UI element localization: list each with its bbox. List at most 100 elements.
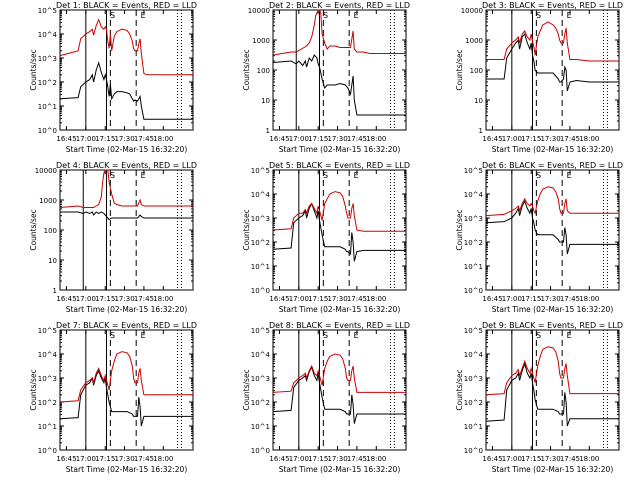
panel-title: Det 1: BLACK = Events, RED = LLD — [56, 1, 197, 10]
y-axis-label: Counts/sec — [455, 49, 464, 90]
panel-det-7: Det 7: BLACK = Events, RED = LLD 10^0 10^1… — [29, 321, 197, 474]
y-axis-label: Counts/sec — [242, 369, 251, 410]
events-series-line — [485, 199, 619, 255]
y-tick-label: 10^2 — [251, 399, 270, 407]
y-tick-label: 10 — [474, 97, 483, 105]
y-axis-label: Counts/sec — [29, 369, 38, 410]
x-tick-label: 17:45 — [134, 295, 154, 303]
plot-frame — [59, 329, 194, 451]
events-series-line — [272, 202, 406, 262]
y-tick-label: 10^1 — [464, 263, 483, 271]
x-tick-label: 17:30 — [540, 455, 560, 463]
y-tick-label: 10^2 — [251, 239, 270, 247]
y-tick-label: 10^3 — [38, 55, 57, 63]
x-tick-label: 17:45 — [134, 135, 154, 143]
y-tick-label: 10^4 — [38, 351, 58, 359]
x-tick-label: 17:15 — [95, 455, 115, 463]
x-tick-label: 17:45 — [134, 455, 154, 463]
y-axis-label: Counts/sec — [29, 209, 38, 250]
x-tick-label: 17:00 — [502, 295, 522, 303]
marker-e: E — [141, 11, 146, 20]
y-tick-label: 10000 — [461, 7, 483, 15]
x-tick-label: 17:00 — [289, 135, 309, 143]
x-tick-label: 17:15 — [521, 295, 541, 303]
y-axis-label: Counts/sec — [455, 209, 464, 250]
y-tick-label: 10^2 — [38, 79, 57, 87]
marker-s: S — [323, 331, 328, 340]
y-tick-label: 100 — [470, 67, 483, 75]
panel-det-2: Det 2: BLACK = Events, RED = LLD 1 10 100 10… — [242, 1, 410, 154]
y-tick-label: 10^3 — [464, 375, 483, 383]
y-tick-label: 10^0 — [251, 447, 270, 455]
panel-title: Det 2: BLACK = Events, RED = LLD — [269, 1, 410, 10]
y-tick-label: 100 — [44, 227, 57, 235]
lld-series-line — [485, 346, 619, 396]
y-tick-label: 10^4 — [251, 191, 271, 199]
panel-det-9: Det 9: BLACK = Events, RED = LLD 10^0 10^1… — [455, 321, 623, 474]
y-tick-label: 10000 — [248, 7, 270, 15]
marker-s: S — [536, 11, 541, 20]
panel-title: Det 9: BLACK = Events, RED = LLD — [482, 321, 623, 330]
x-tick-label: 17:00 — [76, 455, 96, 463]
panel-title: Det 3: BLACK = Events, RED = LLD — [482, 1, 623, 10]
y-tick-label: 10^3 — [38, 375, 57, 383]
x-tick-label: 18:00 — [579, 455, 599, 463]
y-tick-label: 10^3 — [251, 215, 270, 223]
x-tick-label: 16:45 — [482, 455, 502, 463]
x-tick-label: 17:15 — [308, 455, 328, 463]
marker-e: E — [567, 171, 572, 180]
y-tick-label: 1000 — [39, 197, 57, 205]
panel-det-5: Det 5: BLACK = Events, RED = LLD 10^0 10^1… — [242, 161, 410, 314]
y-tick-label: 1 — [479, 127, 483, 135]
plot-frame — [59, 169, 194, 291]
x-tick-label: 17:45 — [347, 295, 367, 303]
x-tick-label: 16:45 — [269, 135, 289, 143]
x-tick-label: 17:15 — [95, 295, 115, 303]
y-axis-label: Counts/sec — [242, 209, 251, 250]
events-series-line — [272, 365, 406, 424]
lld-series-line — [59, 169, 193, 208]
x-axis-label: Start Time (02-Mar-15 16:32:20) — [492, 465, 614, 474]
x-tick-label: 18:00 — [366, 135, 386, 143]
lld-series-line — [272, 191, 406, 232]
plot-frame — [485, 329, 620, 451]
y-tick-label: 10^2 — [38, 399, 57, 407]
y-axis-label: Counts/sec — [242, 49, 251, 90]
marker-s: S — [536, 331, 541, 340]
x-tick-label: 17:00 — [76, 135, 96, 143]
events-series-line — [60, 211, 193, 221]
x-tick-label: 17:30 — [540, 135, 560, 143]
panel-det-6: Det 6: BLACK = Events, RED = LLD 10^0 10^1… — [455, 161, 623, 314]
y-axis-label: Counts/sec — [29, 49, 38, 90]
x-tick-label: 17:15 — [308, 295, 328, 303]
x-axis-label: Start Time (02-Mar-15 16:32:20) — [492, 305, 614, 314]
y-tick-label: 10^0 — [251, 287, 270, 295]
marker-s: S — [536, 171, 541, 180]
y-tick-label: 10^1 — [38, 423, 57, 431]
x-tick-label: 17:45 — [347, 455, 367, 463]
y-tick-label: 10^1 — [251, 423, 270, 431]
y-tick-label: 1000 — [465, 37, 483, 45]
marker-e: E — [141, 331, 146, 340]
marker-e: E — [354, 11, 359, 20]
y-tick-label: 10^2 — [464, 239, 483, 247]
y-tick-label: 10^0 — [38, 127, 57, 135]
lld-series-line — [486, 21, 619, 62]
x-tick-label: 17:15 — [521, 135, 541, 143]
x-axis-label: Start Time (02-Mar-15 16:32:20) — [66, 305, 188, 314]
y-tick-label: 10^5 — [464, 327, 483, 335]
x-tick-label: 16:45 — [56, 295, 76, 303]
x-tick-label: 18:00 — [579, 295, 599, 303]
x-tick-label: 17:30 — [114, 295, 134, 303]
panel-det-4: Det 4: BLACK = Events, RED = LLD 1 10 100 10… — [29, 161, 197, 314]
x-tick-label: 16:45 — [56, 135, 76, 143]
y-tick-label: 10^4 — [38, 31, 58, 39]
y-tick-label: 10^0 — [464, 287, 483, 295]
y-tick-label: 10^5 — [251, 327, 270, 335]
x-tick-label: 18:00 — [153, 135, 173, 143]
x-tick-label: 17:00 — [289, 295, 309, 303]
x-axis-label: Start Time (02-Mar-15 16:32:20) — [279, 305, 401, 314]
y-tick-label: 10^4 — [464, 351, 484, 359]
panel-det-8: Det 8: BLACK = Events, RED = LLD 10^0 10^1… — [242, 321, 410, 474]
events-series-line — [59, 61, 193, 120]
